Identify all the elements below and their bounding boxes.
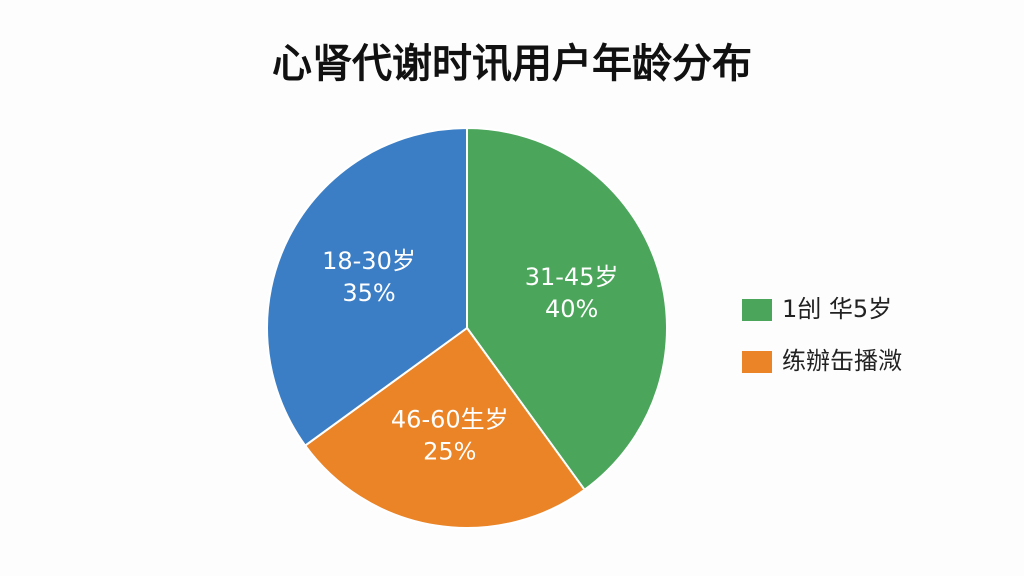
slice-category-label: 31-45岁 (525, 263, 619, 291)
chart-title: 心肾代谢时讯用户年龄分布 (272, 41, 752, 87)
legend-label: 1刣 华5岁 (782, 295, 892, 323)
legend-label: 练辦缶播溦 (782, 347, 902, 375)
legend-swatch (742, 299, 772, 321)
slice-category-label: 46-60生岁 (391, 406, 509, 434)
pie-slice (266, 126, 468, 447)
slice-category-label: 18-30岁 (322, 247, 416, 275)
slice-value-label: 35% (342, 279, 395, 307)
slice-value-label: 40% (545, 295, 598, 323)
legend-swatch (742, 351, 772, 373)
slice-value-label: 25% (423, 438, 476, 466)
pie-slice (466, 126, 668, 492)
pie-slice (303, 326, 586, 529)
